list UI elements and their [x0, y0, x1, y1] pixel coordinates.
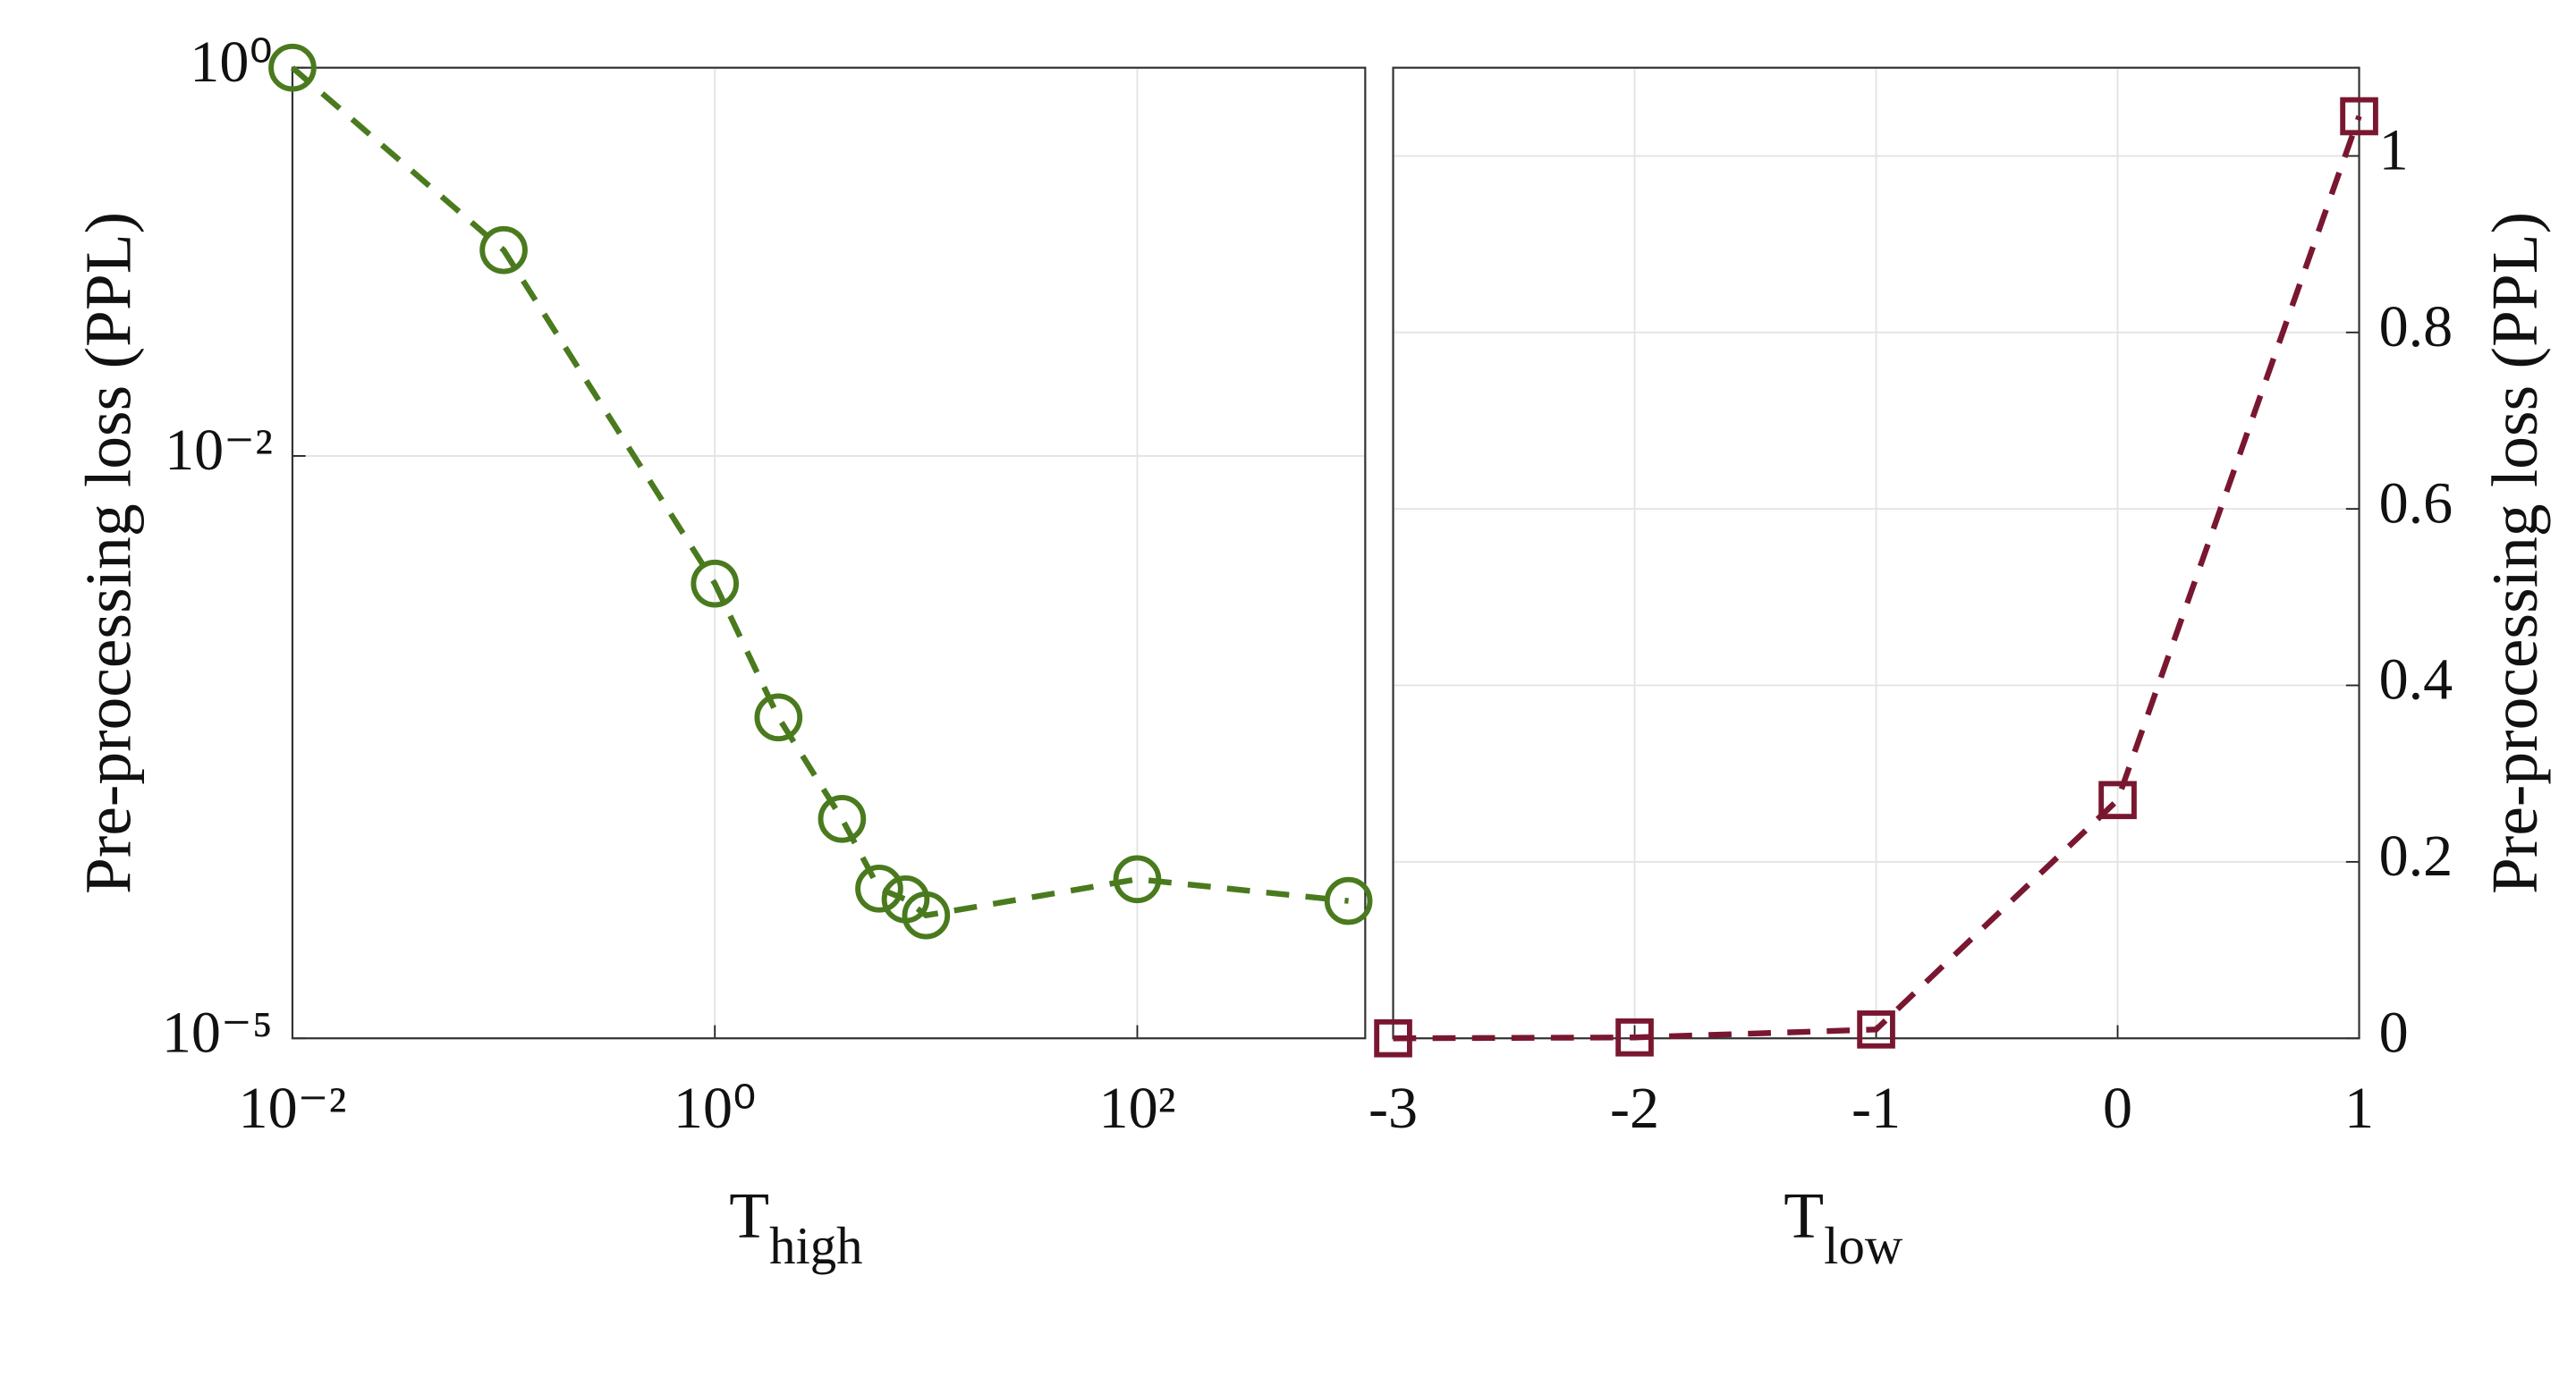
- y-tick-label: 1: [2379, 118, 2409, 183]
- y-axis-label: Pre-processing loss (PPL): [72, 212, 144, 894]
- x-tick-label: 10⁰: [674, 1076, 757, 1141]
- x-axis-label-sub: high: [769, 1217, 862, 1275]
- x-axis-label-main: T: [1784, 1179, 1824, 1252]
- x-tick-label: -2: [1610, 1076, 1659, 1141]
- y-axis-label: Pre-processing loss (PPL): [2479, 212, 2551, 894]
- y-tick-label: 0.6: [2379, 470, 2453, 536]
- x-tick-label: 10²: [1099, 1076, 1176, 1141]
- marker: [1615, 1018, 1654, 1057]
- x-tick-label: -1: [1852, 1076, 1901, 1141]
- axes-box: [291, 66, 1367, 1040]
- x-axis-label-sub: low: [1824, 1217, 1903, 1275]
- marker: [1113, 855, 1162, 904]
- y-tick-label: 10⁻²: [165, 418, 273, 483]
- marker: [2340, 97, 2378, 136]
- series-line: [1393, 114, 2362, 1042]
- y-tick-label: 10⁰: [190, 30, 273, 95]
- marker: [479, 225, 528, 275]
- y-tick-label: 0.2: [2379, 824, 2453, 889]
- marker: [1857, 1010, 1895, 1049]
- marker: [1324, 876, 1373, 925]
- x-tick-label: -3: [1368, 1076, 1418, 1141]
- x-axis-label: Tlow: [1784, 1179, 1903, 1276]
- series-line: [290, 65, 1349, 919]
- marker: [902, 891, 951, 940]
- marker: [754, 693, 803, 742]
- x-axis-label: Thigh: [729, 1179, 862, 1276]
- marker: [2098, 781, 2137, 820]
- x-tick-label: 0: [2103, 1076, 2132, 1141]
- y-tick-label: 0.4: [2379, 647, 2453, 713]
- x-tick-label: 1: [2344, 1076, 2374, 1141]
- x-tick-label: 10⁻²: [239, 1076, 347, 1141]
- marker: [268, 43, 317, 92]
- marker: [855, 865, 903, 913]
- y-tick-label: 0.8: [2379, 294, 2453, 359]
- axes-box: [1392, 66, 2360, 1040]
- marker: [691, 559, 740, 608]
- y-tick-label: 10⁻⁵: [162, 1000, 273, 1065]
- x-axis-label-main: T: [729, 1179, 769, 1252]
- marker: [818, 795, 867, 843]
- y-tick-label: 0: [2379, 1000, 2409, 1065]
- marker: [1374, 1018, 1412, 1058]
